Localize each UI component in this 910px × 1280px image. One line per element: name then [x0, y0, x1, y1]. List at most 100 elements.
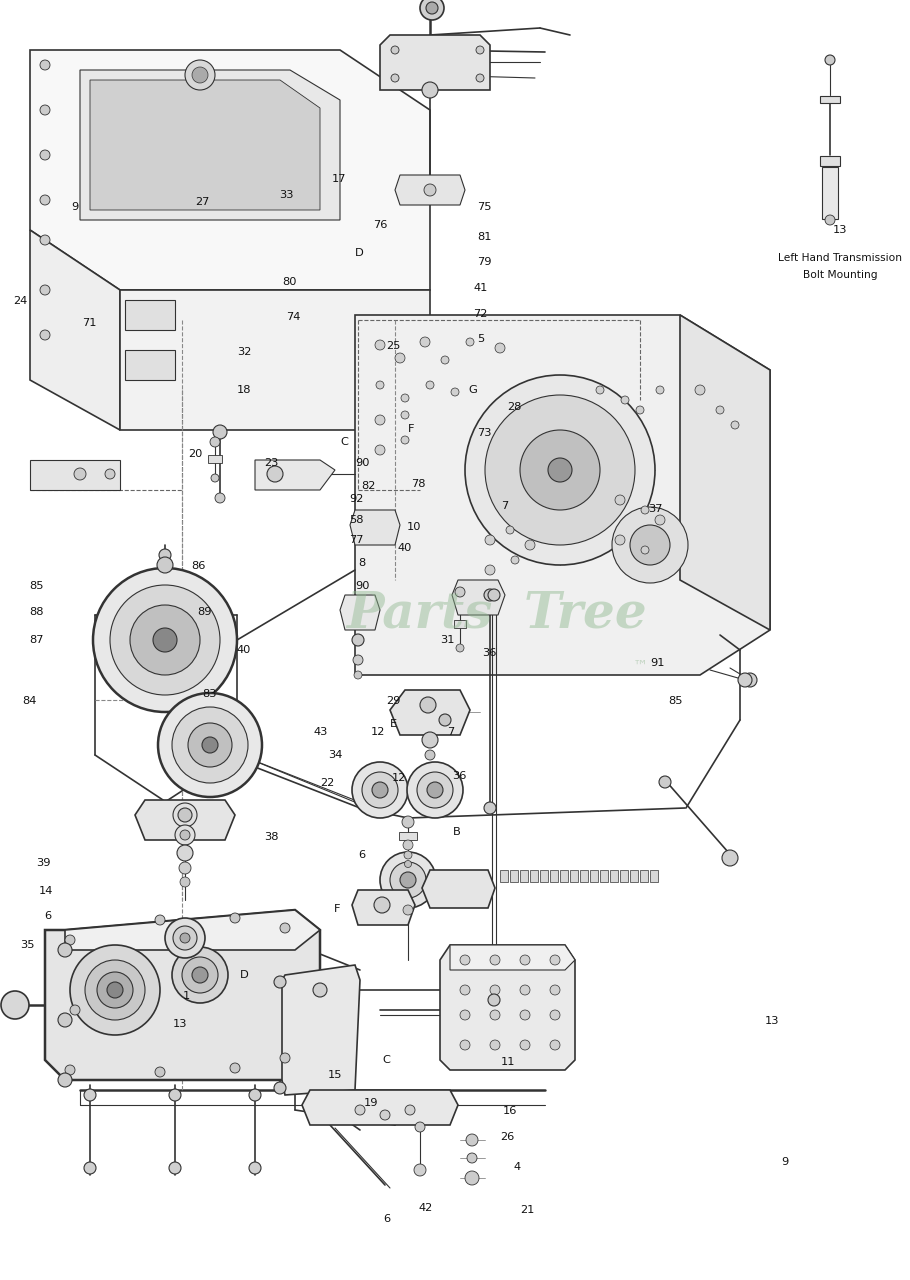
Circle shape	[375, 445, 385, 454]
Circle shape	[615, 495, 625, 506]
Text: 72: 72	[473, 308, 488, 319]
Circle shape	[420, 698, 436, 713]
Text: 7: 7	[447, 727, 454, 737]
Circle shape	[40, 150, 50, 160]
Text: 85: 85	[668, 696, 682, 707]
Text: 12: 12	[370, 727, 385, 737]
Circle shape	[58, 1012, 72, 1027]
Bar	[570, 870, 578, 882]
Circle shape	[375, 340, 385, 349]
Text: 28: 28	[507, 402, 521, 412]
Circle shape	[169, 1089, 181, 1101]
Text: 10: 10	[407, 522, 421, 532]
Circle shape	[280, 1053, 290, 1062]
Bar	[399, 832, 417, 840]
Circle shape	[93, 568, 237, 712]
Circle shape	[476, 46, 484, 54]
Circle shape	[173, 925, 197, 950]
Text: 40: 40	[398, 543, 412, 553]
Circle shape	[422, 82, 438, 99]
Polygon shape	[352, 890, 415, 925]
Bar	[820, 156, 840, 166]
Circle shape	[414, 1164, 426, 1176]
Text: F: F	[333, 904, 340, 914]
Polygon shape	[125, 349, 175, 380]
Text: F: F	[408, 424, 415, 434]
Circle shape	[404, 851, 412, 859]
Circle shape	[380, 1110, 390, 1120]
Polygon shape	[255, 460, 335, 490]
Bar	[580, 870, 588, 882]
Circle shape	[731, 421, 739, 429]
Text: ™: ™	[632, 659, 648, 675]
Circle shape	[401, 394, 409, 402]
Text: 9: 9	[781, 1157, 788, 1167]
Circle shape	[352, 634, 364, 646]
Circle shape	[192, 966, 208, 983]
Circle shape	[403, 840, 413, 850]
Polygon shape	[680, 315, 770, 630]
Polygon shape	[422, 870, 495, 908]
Text: C: C	[383, 1055, 390, 1065]
Text: 6: 6	[44, 911, 51, 922]
Text: 34: 34	[328, 750, 342, 760]
Polygon shape	[395, 175, 465, 205]
Circle shape	[230, 1062, 240, 1073]
Text: 25: 25	[386, 340, 400, 351]
Text: 26: 26	[501, 1132, 515, 1142]
Text: 19: 19	[364, 1098, 379, 1108]
Text: 36: 36	[452, 771, 467, 781]
Circle shape	[490, 1010, 500, 1020]
Text: C: C	[340, 436, 348, 447]
Polygon shape	[380, 35, 490, 90]
Circle shape	[490, 1039, 500, 1050]
Text: 6: 6	[359, 850, 366, 860]
Circle shape	[426, 381, 434, 389]
Bar	[500, 870, 508, 882]
Circle shape	[427, 782, 443, 797]
Circle shape	[425, 750, 435, 760]
Text: Left Hand Transmission: Left Hand Transmission	[778, 253, 902, 262]
Circle shape	[155, 915, 165, 925]
Circle shape	[520, 430, 600, 509]
Circle shape	[159, 549, 171, 561]
Text: 89: 89	[197, 607, 212, 617]
Text: 20: 20	[188, 449, 203, 460]
Circle shape	[391, 74, 399, 82]
Polygon shape	[30, 230, 120, 430]
Text: B: B	[453, 827, 460, 837]
Text: 80: 80	[282, 276, 297, 287]
Polygon shape	[90, 79, 320, 210]
Circle shape	[550, 955, 560, 965]
Bar	[820, 96, 840, 102]
Circle shape	[420, 337, 430, 347]
Circle shape	[230, 913, 240, 923]
Text: 27: 27	[195, 197, 209, 207]
Text: 77: 77	[349, 535, 364, 545]
Text: 5: 5	[477, 334, 484, 344]
Circle shape	[641, 547, 649, 554]
Circle shape	[415, 1123, 425, 1132]
Text: 29: 29	[386, 696, 400, 707]
Circle shape	[407, 762, 463, 818]
Circle shape	[130, 605, 200, 675]
Text: 73: 73	[477, 428, 491, 438]
Circle shape	[596, 387, 604, 394]
Bar	[510, 870, 518, 882]
Circle shape	[405, 1105, 415, 1115]
Circle shape	[402, 817, 414, 828]
Circle shape	[466, 338, 474, 346]
Circle shape	[476, 74, 484, 82]
Bar	[620, 870, 628, 882]
Polygon shape	[30, 460, 120, 490]
Circle shape	[178, 808, 192, 822]
Polygon shape	[45, 910, 320, 1080]
Polygon shape	[125, 300, 175, 330]
Text: 90: 90	[355, 581, 369, 591]
Text: 40: 40	[237, 645, 251, 655]
Text: 24: 24	[13, 296, 27, 306]
Circle shape	[485, 535, 495, 545]
Circle shape	[180, 933, 190, 943]
Circle shape	[40, 285, 50, 294]
Circle shape	[743, 673, 757, 687]
